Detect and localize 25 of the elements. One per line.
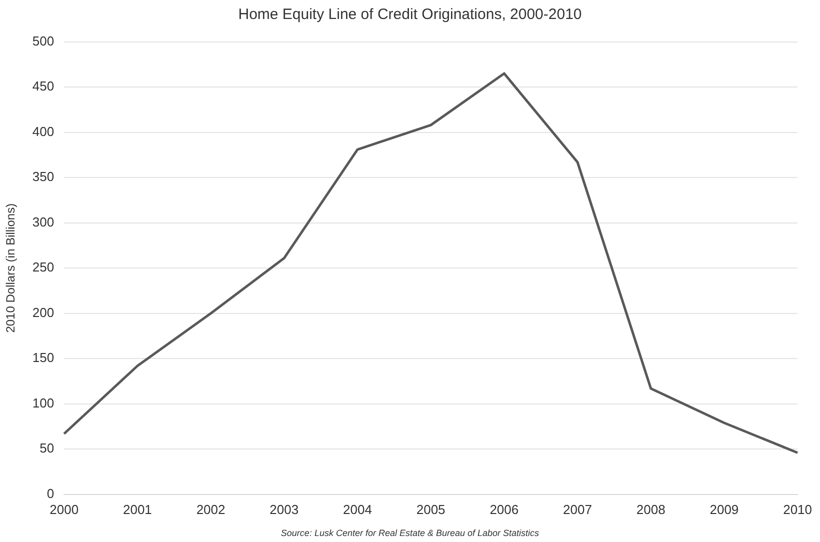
x-tick-label: 2006 (490, 502, 519, 517)
y-tick-label: 150 (32, 350, 54, 366)
y-tick-label: 450 (32, 78, 54, 94)
x-tick-label: 2000 (50, 502, 79, 517)
y-tick-label: 0 (46, 486, 54, 501)
x-tick-label: 2008 (636, 502, 666, 517)
x-tick-label: 2010 (783, 502, 812, 517)
x-tick-label: 2004 (343, 502, 372, 517)
chart-title: Home Equity Line of Credit Originations, 2000-2010 (237, 6, 583, 23)
x-tick-label: 2009 (710, 502, 739, 517)
x-tick-label: 2003 (270, 502, 299, 517)
x-tick-label: 2001 (122, 502, 152, 517)
y-tick-label: 300 (32, 214, 54, 230)
y-axis-title: 2010 Dollars (in Billions) (4, 203, 18, 333)
y-tick-label: 250 (32, 260, 54, 275)
y-tick-label: 50 (40, 440, 54, 456)
x-tick-label: 2007 (563, 502, 592, 517)
y-tick-label: 400 (32, 124, 54, 139)
y-tick-label: 500 (32, 33, 54, 48)
source-note: Source: Lusk Center for Real Estate & Bureau of Labor Statistics (280, 528, 540, 538)
x-tick-label: 2005 (416, 502, 446, 517)
y-tick-label: 100 (32, 395, 54, 410)
y-tick-label: 350 (32, 169, 54, 184)
x-tick-label: 2002 (196, 502, 226, 517)
y-tick-label: 200 (32, 304, 54, 320)
